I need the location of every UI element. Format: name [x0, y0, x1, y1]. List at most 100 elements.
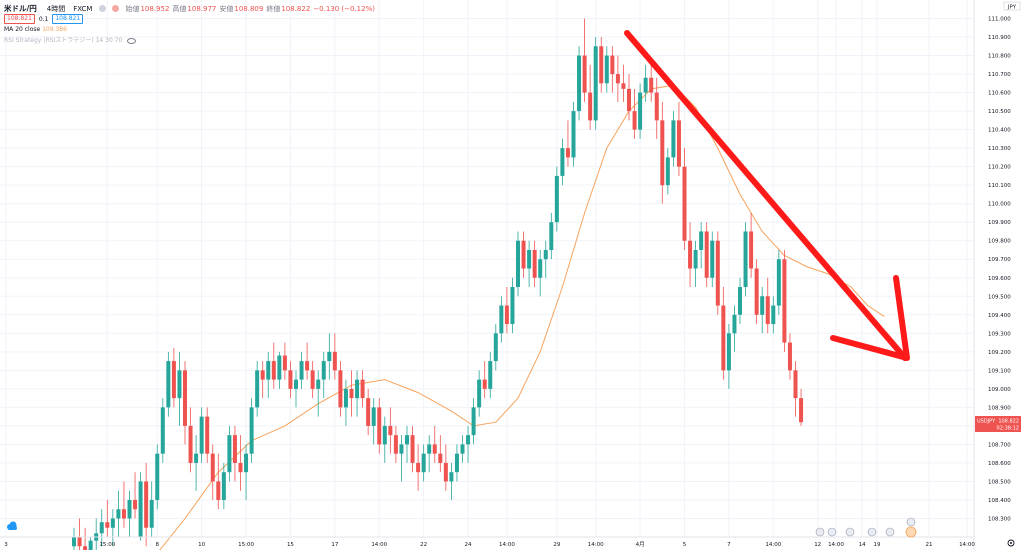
candle-body [688, 240, 693, 269]
candle [99, 509, 104, 547]
candle [216, 453, 221, 510]
x-tick-label: 15:00 [238, 542, 254, 548]
candle-body [194, 453, 199, 463]
strategy-indicator-legend[interactable]: RSI Strategy (RSIストラテジー) 14 30 70 [4, 35, 137, 44]
candle [743, 222, 748, 297]
candle [221, 462, 226, 510]
candle-body [682, 166, 687, 241]
event-markers[interactable] [815, 517, 917, 538]
x-tick-label: 22 [420, 542, 427, 548]
candle [749, 212, 754, 278]
candle [360, 370, 365, 408]
candle [504, 287, 509, 334]
candle [688, 222, 693, 288]
candle [388, 407, 393, 454]
candle-body [294, 379, 298, 389]
candle [738, 277, 742, 325]
event-marker[interactable] [906, 517, 916, 527]
eye-icon[interactable] [127, 37, 137, 44]
ma-line-layer [159, 84, 885, 550]
candle [660, 101, 665, 204]
timeframe[interactable]: 4時間 [46, 4, 66, 13]
event-marker[interactable] [885, 527, 895, 537]
settings-icon[interactable] [1007, 539, 1015, 547]
x-tick-label: 8 [156, 542, 160, 548]
market-status-icon [99, 5, 107, 12]
trend-arrow-annotation[interactable] [624, 30, 910, 361]
candle-body [244, 453, 249, 473]
ma-label: MA 20 close [4, 26, 41, 33]
candle-body [83, 546, 88, 550]
candle-body [227, 435, 232, 473]
candle-body [366, 398, 371, 426]
candle-body [776, 259, 781, 306]
candle-body [754, 268, 759, 315]
x-tick-label: 14 [859, 542, 866, 548]
candle-body [593, 46, 598, 121]
candle [549, 212, 554, 260]
candle-body [577, 55, 582, 112]
y-tick-label: 109.100 [988, 368, 1011, 374]
candle [776, 249, 781, 315]
visibility-icon[interactable] [112, 5, 120, 12]
candle-body [643, 77, 648, 93]
candle-body [787, 342, 792, 371]
event-marker[interactable] [815, 527, 825, 537]
candle [121, 481, 126, 528]
candle [532, 240, 537, 288]
candle-body [260, 370, 265, 380]
ma-line [159, 84, 885, 550]
y-tick-label: 109.600 [988, 276, 1011, 282]
candle [715, 231, 720, 315]
exchange: FXCM [73, 4, 93, 13]
y-tick-label: 109.900 [988, 220, 1011, 226]
event-marker[interactable] [827, 527, 837, 537]
x-tick-label: 3 [4, 542, 8, 548]
candle-body [388, 425, 393, 436]
candle [371, 398, 376, 445]
candle-body [738, 287, 742, 315]
candle [355, 370, 360, 417]
symbol-name[interactable]: 米ドル/円 [4, 4, 37, 13]
y-tick-label: 110.300 [988, 146, 1011, 152]
event-marker[interactable] [867, 527, 877, 537]
candle [732, 305, 737, 352]
candle [205, 407, 210, 463]
candle-body [671, 120, 676, 158]
open-value: 108.952 [140, 4, 170, 13]
y-tick-label: 108.400 [988, 498, 1011, 504]
candle-body [765, 296, 770, 325]
candle [643, 64, 648, 102]
event-marker-active[interactable] [905, 526, 917, 538]
sell-button[interactable]: 108.821 [4, 14, 35, 24]
candle-body [310, 370, 315, 389]
price-axis[interactable]: JPY 111.000 110.900 110.800 110.700 110.600 1… [973, 0, 1021, 550]
candle-body [232, 435, 237, 463]
candle-body [704, 231, 709, 278]
buy-button[interactable]: 108.821 [52, 14, 84, 24]
candle [271, 342, 276, 389]
candle [227, 425, 232, 482]
candle-body [504, 305, 509, 325]
ma-indicator-legend[interactable]: MA 20 close 109.386 [4, 26, 67, 33]
event-marker[interactable] [845, 527, 855, 537]
candle-body [615, 74, 620, 84]
x-tick-label: 5 [683, 542, 687, 548]
candle [521, 231, 526, 278]
y-tick-label: 108.900 [988, 405, 1011, 411]
candle [249, 398, 254, 463]
candle-body [604, 55, 609, 84]
candle-body [332, 351, 337, 371]
candle [454, 444, 459, 482]
candle-body [382, 425, 387, 445]
y-tick-label: 109.200 [988, 350, 1011, 356]
cloud-icon[interactable] [7, 521, 17, 531]
time-axis[interactable]: 3 15:00 8 10 15:00 15 17 14:00 22 24 14:00 29 14:00 4… [0, 536, 975, 548]
candle-body [216, 481, 221, 500]
y-tick-label: 108.600 [988, 461, 1011, 467]
x-tick-label: 17 [331, 542, 338, 548]
candle-body [582, 55, 587, 93]
candle-body [599, 46, 604, 84]
candle [299, 351, 304, 389]
